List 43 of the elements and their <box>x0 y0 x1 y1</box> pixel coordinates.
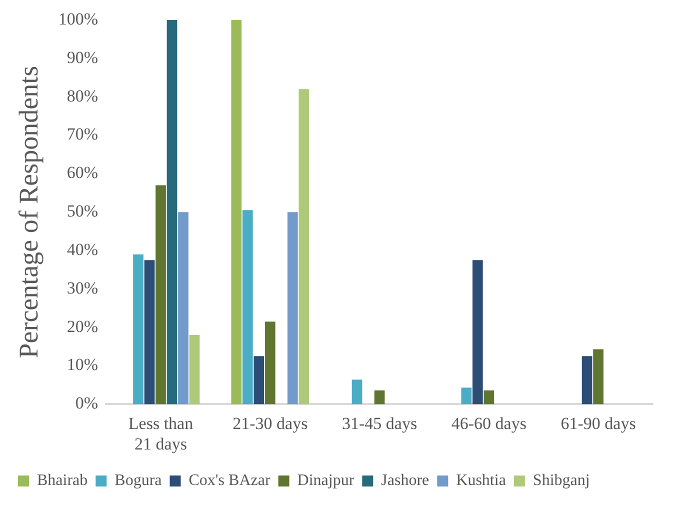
y-tick-label: 30% <box>66 278 98 298</box>
bar <box>593 349 604 404</box>
bar <box>264 322 276 404</box>
y-tick-label: 90% <box>66 48 98 67</box>
bar <box>144 260 155 404</box>
y-tick-label: 60% <box>66 163 98 182</box>
bar <box>374 390 385 404</box>
x-tick-label: Less than 21 days <box>128 414 194 454</box>
y-tick-label: 80% <box>66 86 98 106</box>
bar <box>461 388 472 404</box>
legend-label: Shibganj <box>532 472 590 490</box>
bar <box>582 356 592 404</box>
bar <box>472 260 483 404</box>
y-tick-label: 50% <box>66 202 98 221</box>
y-tick-label: 0% <box>75 394 98 413</box>
x-tick-label: 61-90 days <box>560 414 636 433</box>
bar <box>484 390 494 404</box>
bar <box>287 212 298 404</box>
y-tick-label: 100% <box>58 9 98 28</box>
x-tick-label: 21-30 days <box>232 414 308 433</box>
legend-label: Bhairab <box>37 472 88 490</box>
bar <box>189 335 200 404</box>
y-tick-label: 40% <box>66 240 98 259</box>
bar <box>352 380 362 404</box>
bar <box>231 20 242 404</box>
legend-label: Kushtia <box>456 472 506 490</box>
legend-label: Jashore <box>381 472 430 490</box>
legend-label: Cox's BAzar <box>188 472 271 490</box>
y-tick-label: 10% <box>66 355 98 374</box>
bar <box>242 210 253 404</box>
y-axis-title: Percentage of Respondents <box>13 66 44 358</box>
legend-label: Bogura <box>114 472 162 490</box>
bar <box>254 356 264 404</box>
y-tick-label: 70% <box>66 124 98 144</box>
x-tick-label: 31-45 days <box>342 414 418 433</box>
bar <box>156 185 166 404</box>
bar <box>178 212 188 404</box>
x-tick-label: 46-60 days <box>451 414 526 433</box>
bar <box>298 89 310 404</box>
y-tick-label: 20% <box>66 316 98 336</box>
bar <box>166 20 178 404</box>
legend-label: Dinajpur <box>297 472 355 490</box>
bar <box>133 254 144 404</box>
